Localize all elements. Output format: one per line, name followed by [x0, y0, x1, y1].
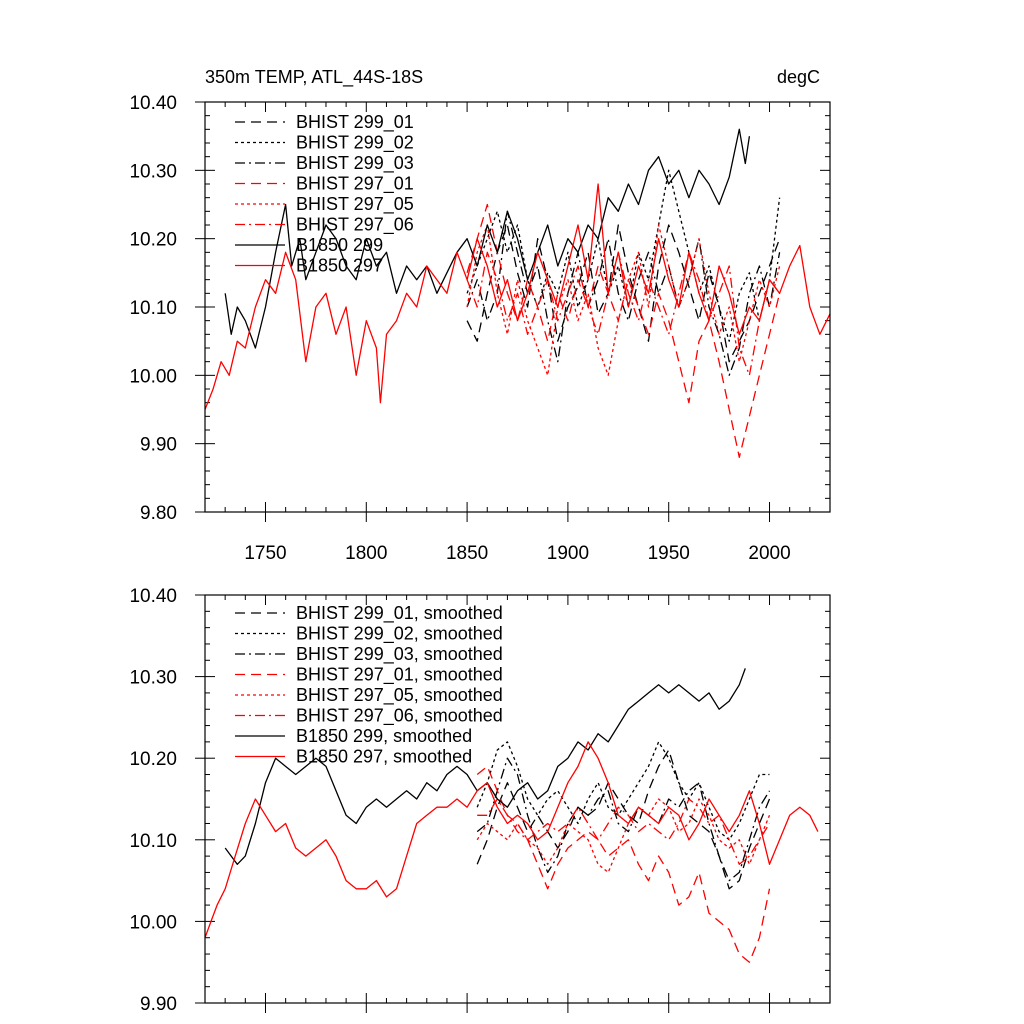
bottom-ytick-label: 10.20: [129, 749, 177, 770]
bottom-legend-label: BHIST 299_03, smoothed: [296, 644, 503, 665]
top-series-bhist-297-01: [466, 203, 781, 458]
top-series-bhist-297-06: [466, 251, 781, 376]
top-panel-series: [204, 128, 831, 458]
top-legend-label: B1850 299: [296, 235, 383, 255]
top-xtick-label: 1950: [648, 543, 690, 564]
top-ytick-label: 10.30: [129, 161, 177, 182]
top-panel-frame: [204, 101, 831, 513]
bottom-ytick-label: 9.90: [140, 994, 177, 1015]
top-xtick-label: 1900: [547, 543, 589, 564]
top-xtick-label: 2000: [748, 543, 790, 564]
top-xtick-label: 1750: [244, 543, 286, 564]
top-ytick-label: 9.90: [140, 435, 177, 456]
top-xtick-label: 1850: [446, 543, 488, 564]
top-legend-label: BHIST 297_06: [296, 215, 414, 236]
top-legend-label: BHIST 297_01: [296, 174, 414, 195]
top-legend-label: BHIST 299_03: [296, 153, 414, 174]
top-series-b1850-299: [224, 128, 751, 349]
bottom-ytick-label: 10.30: [129, 668, 177, 689]
top-legend-label: BHIST 299_01: [296, 112, 414, 133]
top-series-bhist-299-01: [466, 224, 781, 363]
bottom-legend-label: BHIST 299_02, smoothed: [296, 624, 503, 645]
bottom-legend-label: BHIST 297_01, smoothed: [296, 665, 503, 686]
bottom-legend-label: BHIST 299_01, smoothed: [296, 603, 503, 624]
top-ytick-label: 10.20: [129, 230, 177, 251]
bottom-legend-label: B1850 297, smoothed: [296, 747, 472, 767]
bottom-panel: 9.90 10.00 10.10 10.20 10.30 10.40 BHIST 299_…: [129, 586, 831, 1015]
top-legend-label: BHIST 299_02: [296, 133, 414, 154]
top-xtick-label: 1800: [345, 543, 387, 564]
top-legend-label: BHIST 297_05: [296, 194, 414, 215]
bottom-ytick-label: 10.10: [129, 831, 177, 852]
top-panel-tick-labels: 1750 1800 1850 1900 1950 2000 9.80 9.90 10.00 10.…: [129, 93, 790, 564]
chart-title: 350m TEMP, ATL_44S-18S: [205, 67, 423, 88]
top-panel: 1750 1800 1850 1900 1950 2000 9.80 9.90 10.00 10.…: [129, 93, 831, 564]
bottom-series-bhist-299-02-smoothed: [476, 741, 770, 841]
top-series-bhist-299-03: [466, 210, 781, 376]
bottom-legend-label: BHIST 297_05, smoothed: [296, 685, 503, 706]
bottom-panel-series: [204, 668, 819, 963]
top-ytick-label: 10.40: [129, 93, 177, 114]
bottom-ytick-label: 10.40: [129, 586, 177, 607]
units-label: degC: [777, 67, 820, 87]
top-legend-label: B1850 297: [296, 256, 383, 276]
bottom-series-bhist-299-03-smoothed: [476, 757, 771, 882]
bottom-legend-label: B1850 299, smoothed: [296, 726, 472, 746]
top-series-bhist-299-02: [466, 169, 781, 342]
top-ytick-label: 10.10: [129, 298, 177, 319]
bottom-series-bhist-297-06-smoothed: [477, 798, 771, 865]
bottom-panel-ticks: [195, 594, 831, 1013]
bottom-series-bhist-297-05-smoothed: [476, 798, 771, 874]
top-series-bhist-297-05: [466, 224, 781, 376]
top-ytick-label: 10.00: [129, 366, 177, 387]
bottom-legend-label: BHIST 297_06, smoothed: [296, 706, 503, 727]
bottom-panel-tick-labels: 9.90 10.00 10.10 10.20 10.30 10.40: [129, 586, 177, 1015]
bottom-panel-frame: [204, 594, 831, 1004]
top-ytick-label: 9.80: [140, 503, 177, 524]
top-series-b1850-297: [204, 183, 831, 410]
bottom-series-bhist-297-01-smoothed: [476, 765, 771, 963]
bottom-series-b1850-297-smoothed: [204, 741, 819, 938]
bottom-ytick-label: 10.00: [129, 912, 177, 933]
